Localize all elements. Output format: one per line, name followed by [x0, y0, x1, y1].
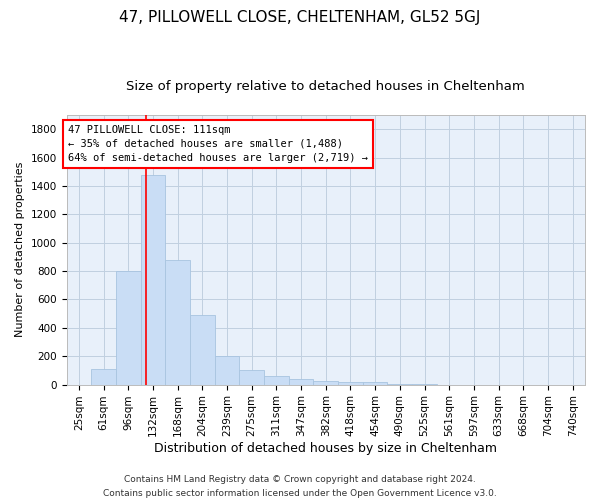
Y-axis label: Number of detached properties: Number of detached properties	[15, 162, 25, 338]
X-axis label: Distribution of detached houses by size in Cheltenham: Distribution of detached houses by size …	[154, 442, 497, 455]
Bar	[91, 369, 116, 384]
Bar	[313, 381, 338, 384]
Bar	[140, 174, 165, 384]
Bar	[190, 315, 215, 384]
Bar	[264, 376, 289, 384]
Bar	[338, 382, 363, 384]
Bar	[239, 370, 264, 384]
Bar	[363, 382, 388, 384]
Bar	[215, 356, 239, 384]
Bar	[289, 379, 313, 384]
Bar	[165, 260, 190, 384]
Bar	[116, 271, 140, 384]
Title: Size of property relative to detached houses in Cheltenham: Size of property relative to detached ho…	[127, 80, 525, 93]
Text: 47 PILLOWELL CLOSE: 111sqm
← 35% of detached houses are smaller (1,488)
64% of s: 47 PILLOWELL CLOSE: 111sqm ← 35% of deta…	[68, 125, 368, 163]
Text: 47, PILLOWELL CLOSE, CHELTENHAM, GL52 5GJ: 47, PILLOWELL CLOSE, CHELTENHAM, GL52 5G…	[119, 10, 481, 25]
Text: Contains HM Land Registry data © Crown copyright and database right 2024.
Contai: Contains HM Land Registry data © Crown c…	[103, 476, 497, 498]
